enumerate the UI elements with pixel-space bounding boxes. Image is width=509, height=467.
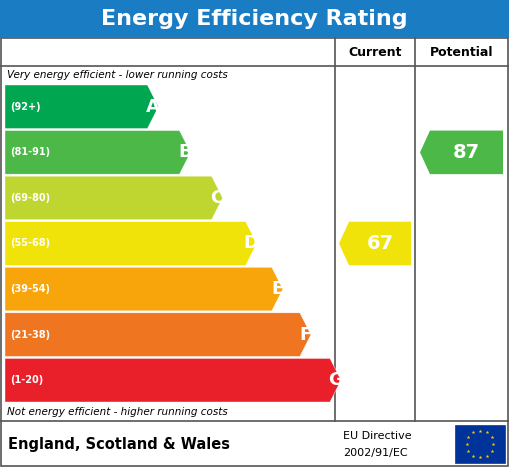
Polygon shape: [5, 313, 311, 356]
Polygon shape: [420, 131, 503, 174]
Text: Potential: Potential: [430, 45, 493, 58]
Text: B: B: [178, 143, 192, 162]
Text: Not energy efficient - higher running costs: Not energy efficient - higher running co…: [7, 407, 228, 417]
Text: (39-54): (39-54): [10, 284, 50, 294]
Text: E: E: [271, 280, 284, 298]
Text: (1-20): (1-20): [10, 375, 43, 385]
Text: G: G: [328, 371, 343, 389]
Bar: [455, 425, 505, 463]
Polygon shape: [5, 267, 283, 311]
Text: A: A: [146, 98, 160, 116]
Text: (81-91): (81-91): [10, 148, 50, 157]
Text: (55-68): (55-68): [10, 239, 50, 248]
Text: 67: 67: [366, 234, 393, 253]
Text: (92+): (92+): [10, 102, 41, 112]
Text: F: F: [299, 325, 312, 344]
Polygon shape: [5, 176, 222, 219]
Text: 2002/91/EC: 2002/91/EC: [343, 448, 408, 458]
Text: EU Directive: EU Directive: [343, 431, 412, 441]
Polygon shape: [5, 359, 341, 402]
Text: (69-80): (69-80): [10, 193, 50, 203]
Text: (21-38): (21-38): [10, 330, 50, 340]
Polygon shape: [5, 222, 257, 265]
Text: England, Scotland & Wales: England, Scotland & Wales: [8, 437, 230, 452]
Text: Current: Current: [348, 45, 402, 58]
Text: D: D: [244, 234, 259, 253]
Text: 87: 87: [453, 143, 480, 162]
Polygon shape: [5, 85, 158, 128]
Bar: [0, 0, 509, 38]
Text: Energy Efficiency Rating: Energy Efficiency Rating: [101, 9, 408, 29]
Polygon shape: [5, 131, 190, 174]
Text: Very energy efficient - lower running costs: Very energy efficient - lower running co…: [7, 70, 228, 80]
Text: C: C: [211, 189, 224, 207]
Polygon shape: [339, 222, 411, 265]
